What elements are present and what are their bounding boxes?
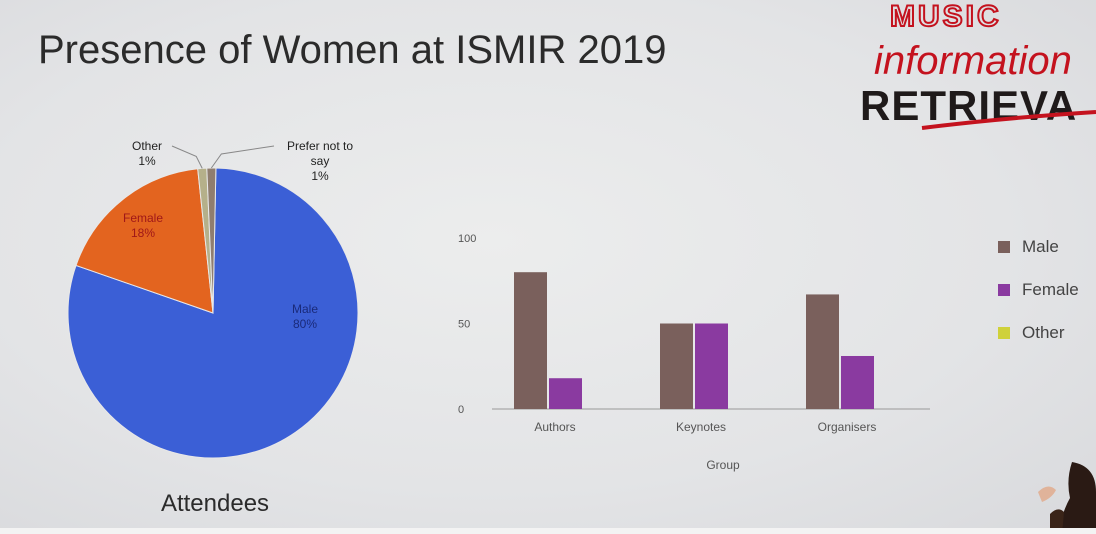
legend-label: Female xyxy=(1022,280,1079,299)
logo-line-2: information xyxy=(874,39,1072,83)
x-tick-label: Authors xyxy=(534,420,575,434)
legend-label: Male xyxy=(1022,237,1059,256)
pie-chart-caption: Attendees xyxy=(160,490,270,517)
bar-chart-legend: Male Female Other xyxy=(998,236,1096,365)
pie-slice-prefer-not-to-say xyxy=(206,167,217,314)
y-tick-label: 0 xyxy=(458,404,464,416)
pie-leader-prefer-not-to-say xyxy=(210,145,275,169)
pie-label-other: Other xyxy=(132,139,162,153)
bar-keynotes-female xyxy=(695,323,728,409)
legend-item-female: Female xyxy=(998,279,1096,301)
music-information-retrieval-logo: MUSIC information RETRIEVA xyxy=(860,0,1096,130)
pie-label-male: Male xyxy=(292,302,318,316)
pie-leader-other xyxy=(171,145,203,169)
pie-label-other-value: 1% xyxy=(138,154,156,168)
group-bar-chart: 0 50 100 Authors Keynotes Organisers Group xyxy=(458,233,930,472)
legend-swatch xyxy=(998,284,1010,296)
pie-label-prefer-not-to-say-value: say xyxy=(311,154,330,168)
slide-bottom-edge xyxy=(0,528,1096,534)
legend-item-male: Male xyxy=(998,236,1096,258)
pie-label-prefer-not-to-say-value: 1% xyxy=(311,169,329,183)
pie-label-male-value: 80% xyxy=(293,317,317,331)
y-tick-label: 50 xyxy=(458,319,470,331)
legend-item-other: Other xyxy=(998,322,1096,344)
bar-authors-male xyxy=(514,272,547,409)
legend-label: Other xyxy=(1022,323,1065,342)
bar-organisers-male xyxy=(806,294,839,409)
pie-slice-female xyxy=(75,168,214,314)
x-tick-label: Organisers xyxy=(818,420,877,434)
presenter-silhouette xyxy=(1038,462,1096,534)
slide-title: Presence of Women at ISMIR 2019 xyxy=(38,28,667,72)
y-tick-label: 100 xyxy=(458,233,476,245)
legend-swatch xyxy=(998,241,1010,253)
bar-keynotes-male xyxy=(660,323,693,409)
pie-label-female: Female xyxy=(123,211,163,225)
logo-line-1: MUSIC xyxy=(890,0,1002,33)
x-tick-label: Keynotes xyxy=(676,420,726,434)
bar-authors-female xyxy=(549,378,582,409)
bar-organisers-female xyxy=(841,355,874,409)
x-axis-label: Group xyxy=(706,458,740,472)
legend-swatch xyxy=(998,327,1010,339)
pie-label-prefer-not-to-say: Prefer not to xyxy=(287,139,353,153)
pie-label-female-value: 18% xyxy=(131,226,155,240)
